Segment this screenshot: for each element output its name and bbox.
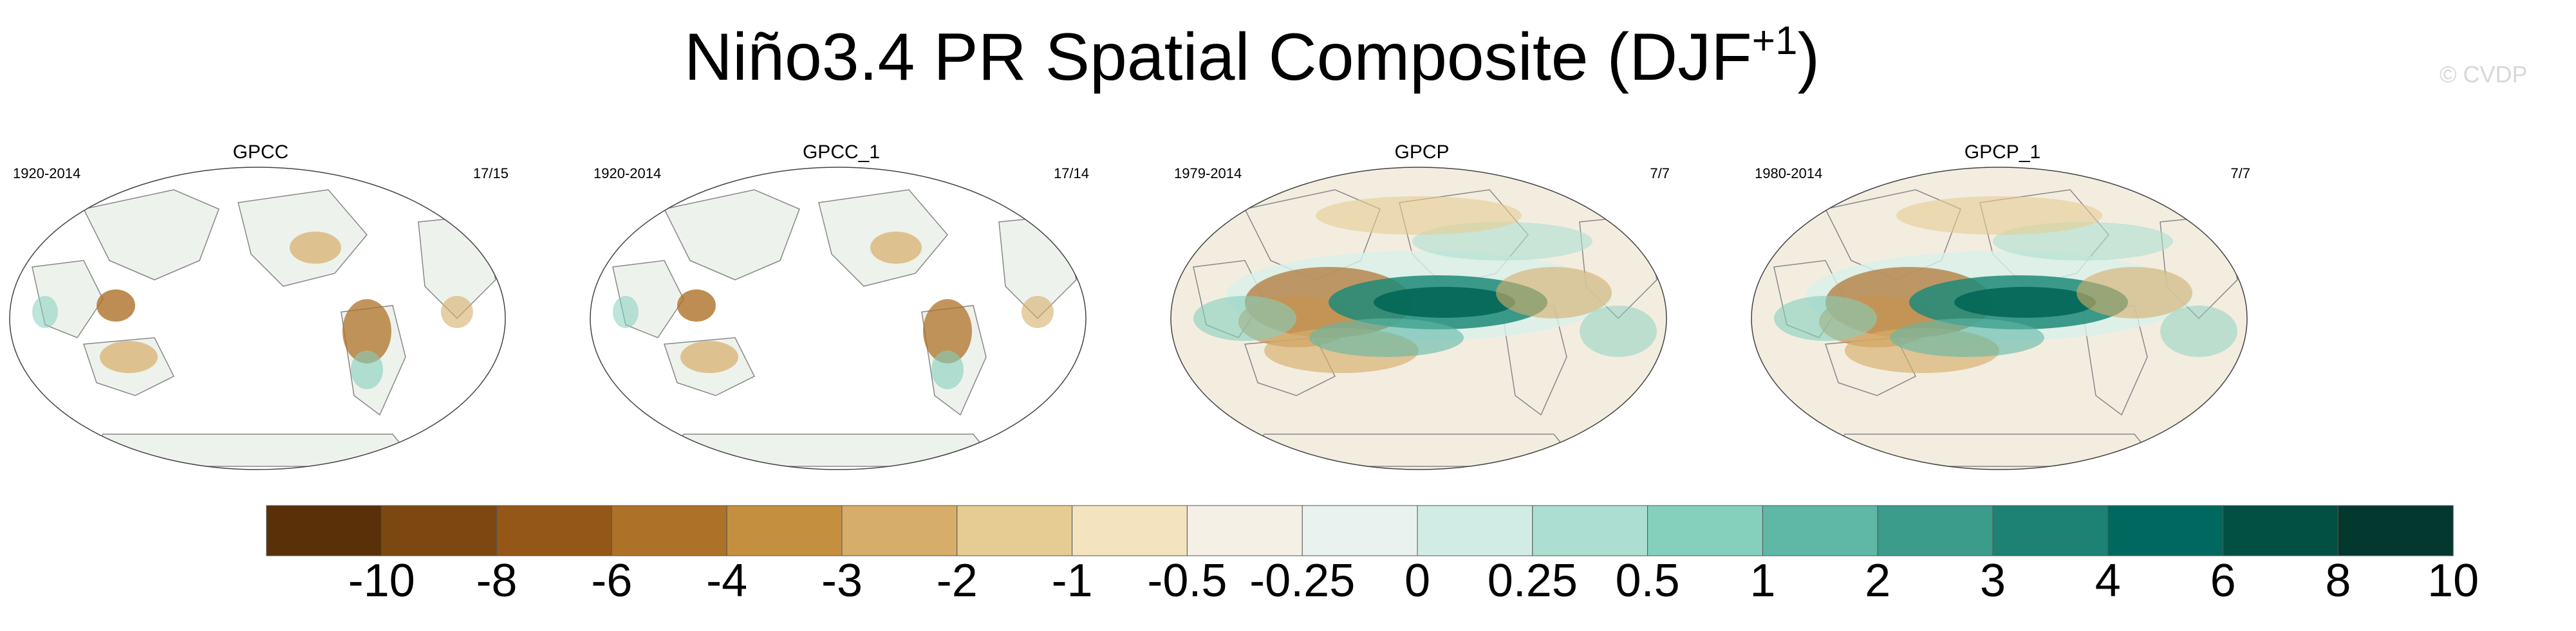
colorbar-tick-label: -1: [1051, 555, 1093, 607]
colorbar-tick-label: 0: [1404, 555, 1431, 607]
map-panel-gpcc: GPCC 1920-2014 17/15: [6, 138, 515, 473]
panel-years: 1980-2014: [1755, 165, 1823, 181]
colorbar-swatch: [1417, 505, 1533, 556]
map-plot: [590, 167, 1087, 470]
panel-title: GPCP_1: [1964, 142, 2041, 163]
colorbar-tick-label: -0.5: [1147, 555, 1227, 607]
colorbar-tick-label: 1: [1750, 555, 1776, 607]
panel-title: GPCP: [1394, 142, 1450, 163]
panel-years: 1920-2014: [593, 165, 662, 181]
colorbar-tick-label: -4: [706, 555, 748, 607]
colorbar-swatch: [611, 505, 727, 556]
colorbar-tick-label: -3: [821, 555, 863, 607]
panel-title: GPCC_1: [802, 142, 881, 163]
map-plot: [9, 167, 506, 470]
panel-member-count: 7/7: [1650, 165, 1670, 181]
colorbar-swatch: [1992, 505, 2109, 556]
map-panel-gpcp-1: GPCP_1 1980-2014 7/7: [1748, 138, 2257, 473]
map-panel-gpcc-1: GPCC_1 1920-2014 17/14: [587, 138, 1096, 473]
colorbar-swatch: [1762, 505, 1878, 556]
colorbar-swatch: [496, 505, 612, 556]
map-plot: [1170, 167, 1667, 470]
colorbar-tick-label: -8: [476, 555, 518, 607]
colorbar-swatch: [2337, 505, 2454, 556]
colorbar-tick-label: -0.25: [1249, 555, 1356, 607]
colorbar-tick-label: -2: [936, 555, 978, 607]
panel-title: GPCC: [232, 142, 289, 163]
colorbar-swatch: [957, 505, 1073, 556]
colorbar-swatch: [2107, 505, 2224, 556]
colorbar-tick-label: 0.5: [1615, 555, 1680, 607]
colorbar-swatch: [1877, 505, 1993, 556]
colorbar-tick-label: 10: [2427, 555, 2479, 607]
cvdp-watermark: © CVDP: [2440, 61, 2528, 87]
colorbar-tick-label: -10: [348, 555, 415, 607]
panel-years: 1979-2014: [1174, 165, 1242, 181]
colorbar-swatch: [1532, 505, 1648, 556]
colorbar-swatch: [1186, 505, 1303, 556]
colorbar-swatch: [841, 505, 958, 556]
colorbar-tick-label: 6: [2210, 555, 2236, 607]
colorbar-swatch: [726, 505, 843, 556]
figure-title: Niño3.4 PR Spatial Composite (DJF+1): [684, 19, 1820, 95]
colorbar-swatch: [266, 505, 382, 556]
colorbar-swatch: [381, 505, 498, 556]
colorbar-tick-label: 4: [2095, 555, 2121, 607]
panel-member-count: 17/14: [1053, 165, 1089, 181]
map-plot: [1751, 167, 2248, 470]
colorbar-tick-label: 8: [2325, 555, 2351, 607]
panel-member-count: 7/7: [2230, 165, 2250, 181]
colorbar-swatch: [2223, 505, 2338, 556]
panel-member-count: 17/15: [472, 165, 509, 181]
colorbar-tick-label: 3: [1979, 555, 2006, 607]
colorbar-tick-label: 2: [1865, 555, 1891, 607]
colorbar-swatch: [1647, 505, 1763, 556]
colorbar-swatch: [1072, 505, 1188, 556]
map-panel-gpcp: GPCP 1979-2014 7/7: [1168, 138, 1676, 473]
colorbar-tick-label: 0.25: [1487, 555, 1578, 607]
colorbar-swatch: [1302, 505, 1418, 556]
colorbar-tick-label: -6: [591, 555, 633, 607]
panel-years: 1920-2014: [13, 165, 81, 181]
